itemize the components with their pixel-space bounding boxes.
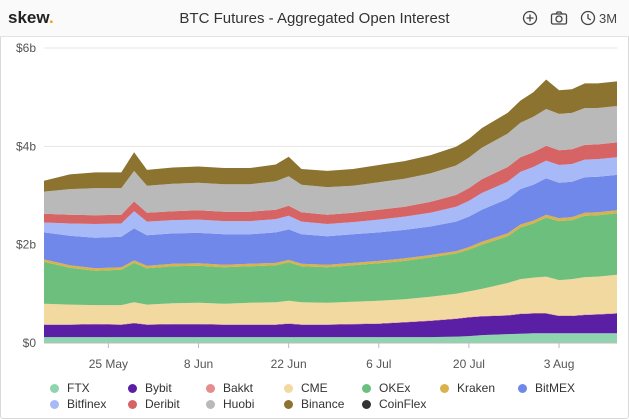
legend-item-huobi[interactable]: Huobi	[206, 397, 284, 411]
area-series-bitmex	[44, 174, 617, 269]
stacked-area-chart: $0 $2b $4b $6b 25 May 8 Jun 22 Jun 6 Jul 20 Jul 3…	[16, 41, 617, 371]
chart-header: skew. BTC Futures - Aggregated Open Inte…	[0, 0, 629, 37]
area-series-bitfinex	[44, 157, 617, 238]
legend-swatch	[206, 383, 215, 393]
area-series-okex	[44, 213, 617, 306]
legend-item-binance[interactable]: Binance	[284, 397, 362, 411]
legend-label: Bybit	[145, 381, 172, 395]
legend-swatch	[50, 399, 59, 409]
y-tick-label: $2b	[16, 238, 36, 252]
area-series-bybit	[44, 313, 617, 338]
y-tick-label: $4b	[16, 139, 36, 153]
legend-swatch	[128, 399, 137, 409]
area-series-binance	[44, 79, 617, 192]
y-tick-label: $6b	[16, 41, 36, 55]
x-tick-label: 8 Jun	[184, 357, 213, 371]
y-tick-label: $0	[23, 336, 37, 350]
legend-label: Bakkt	[223, 381, 254, 395]
legend-swatch	[284, 399, 293, 409]
legend-swatch	[518, 383, 527, 393]
camera-icon	[550, 11, 568, 25]
legend-label: OKEx	[379, 381, 411, 395]
legend-swatch	[284, 383, 293, 393]
legend-label: Deribit	[145, 397, 180, 411]
legend-label: Kraken	[457, 381, 496, 395]
legend-swatch	[362, 383, 371, 393]
x-tick-label: 6 Jul	[366, 357, 391, 371]
legend-item-bybit[interactable]: Bybit	[128, 381, 206, 395]
area-series-deribit	[44, 142, 617, 224]
legend-label: CoinFlex	[379, 397, 427, 411]
legend-label: Binance	[301, 397, 345, 411]
plus-circle-icon	[522, 10, 538, 26]
legend-label: CME	[301, 381, 328, 395]
legend-item-cme[interactable]: CME	[284, 381, 362, 395]
legend-item-ftx[interactable]: FTX	[50, 381, 128, 395]
legend-item-bakkt[interactable]: Bakkt	[206, 381, 284, 395]
chart-title: BTC Futures - Aggregated Open Interest	[179, 10, 450, 27]
legend-swatch	[362, 399, 371, 409]
add-button[interactable]	[522, 9, 538, 27]
legend-item-bitmex[interactable]: BitMEX	[518, 381, 596, 395]
legend-label: Bitfinex	[67, 397, 107, 411]
legend-swatch	[440, 383, 449, 393]
area-series-huobi	[44, 106, 617, 216]
legend-swatch	[206, 399, 215, 409]
legend-row: FTX Bybit Bakkt CME OKEx Kraken BitMEX	[50, 380, 620, 396]
legend-label: FTX	[67, 381, 90, 395]
snapshot-button[interactable]	[550, 9, 568, 27]
period-label: 3M	[599, 10, 618, 26]
legend-swatch	[128, 383, 137, 393]
legend-label: Huobi	[223, 397, 255, 411]
period-selector[interactable]: 3M	[580, 9, 617, 27]
legend-item-kraken[interactable]: Kraken	[440, 381, 518, 395]
x-tick-label: 20 Jul	[453, 357, 485, 371]
area-series-ftx	[44, 333, 617, 343]
legend-label: BitMEX	[535, 381, 576, 395]
chart-legend: FTX Bybit Bakkt CME OKEx Kraken BitMEX Bitfinex…	[50, 380, 620, 412]
clock-icon	[580, 10, 596, 26]
x-tick-label: 22 Jun	[271, 357, 307, 371]
legend-row: Bitfinex Deribit Huobi Binance CoinFlex	[50, 396, 620, 412]
skew-logo[interactable]: skew.	[8, 8, 54, 27]
legend-swatch	[50, 383, 59, 393]
legend-item-coinflex[interactable]: CoinFlex	[362, 397, 440, 411]
legend-item-okex[interactable]: OKEx	[362, 381, 440, 395]
legend-item-bitfinex[interactable]: Bitfinex	[50, 397, 128, 411]
x-tick-label: 3 Aug	[544, 357, 575, 371]
legend-item-deribit[interactable]: Deribit	[128, 397, 206, 411]
area-series-cme	[44, 274, 617, 325]
x-tick-label: 25 May	[89, 357, 128, 371]
